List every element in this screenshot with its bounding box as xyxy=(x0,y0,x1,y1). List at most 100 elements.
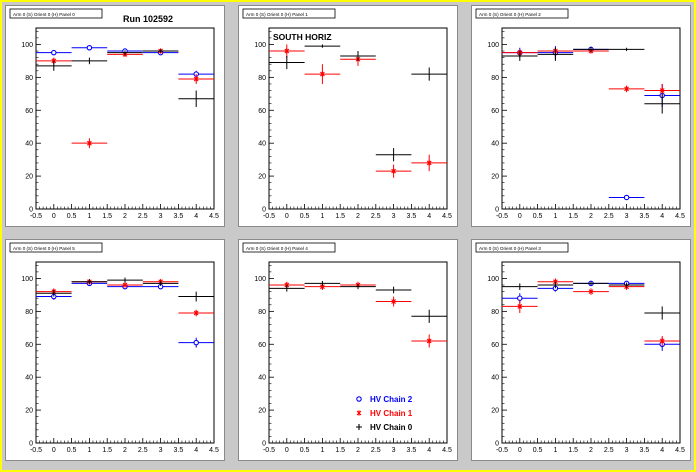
circle-marker xyxy=(623,194,630,201)
x-tick-label: 2 xyxy=(356,213,360,220)
pad-panel-5[interactable]: Arm 0 (S) Orient 0 (H) Panel 5 -0.5 0 0.5 1 1… xyxy=(5,239,225,461)
data-point[interactable] xyxy=(304,44,341,48)
legend-star-marker xyxy=(356,410,362,416)
title-frame xyxy=(475,8,569,19)
data-point[interactable] xyxy=(644,336,680,346)
chart-title: Arm 0 (S) Orient 0 (H) Panel 1 xyxy=(246,12,308,17)
data-point[interactable] xyxy=(537,47,574,61)
pad-panel-3[interactable]: Arm 0 (S) Orient 0 (H) Panel 3 -0.5 0 0.5 1 1… xyxy=(471,239,691,461)
y-tick-label: 80 xyxy=(491,309,499,316)
pad-panel-0[interactable]: Arm 0 (S) Orient 0 (H) Panel 0 -0.5 0 0.5 1 1… xyxy=(5,5,225,227)
star-marker xyxy=(624,86,629,92)
x-tick-label: 1 xyxy=(553,213,557,220)
data-point[interactable] xyxy=(107,282,143,288)
y-tick-label: 60 xyxy=(25,108,33,115)
title-box: Arm 0 (S) Orient 0 (H) Panel 1 xyxy=(242,8,336,19)
x-tick-label: 0.5 xyxy=(300,447,310,454)
data-point[interactable] xyxy=(142,49,179,53)
x-tick-label: 3 xyxy=(392,447,396,454)
x-tick-label: 2 xyxy=(123,447,127,454)
data-point[interactable] xyxy=(644,306,680,320)
data-point[interactable] xyxy=(71,279,108,285)
data-point[interactable] xyxy=(573,288,609,295)
data-point[interactable] xyxy=(107,50,143,56)
pad-panel-2[interactable]: Arm 0 (S) Orient 0 (H) Panel 2 -0.5 0 0.5 1 1… xyxy=(471,5,691,227)
y-tick-label: 60 xyxy=(491,108,499,115)
data-point[interactable] xyxy=(304,280,341,286)
data-point[interactable] xyxy=(71,57,108,65)
y-tick-label: 20 xyxy=(258,174,266,181)
data-point[interactable] xyxy=(269,55,305,70)
y-tick-label: 60 xyxy=(25,342,33,349)
data-point[interactable] xyxy=(608,85,645,93)
data-point[interactable] xyxy=(71,138,108,149)
star-marker xyxy=(193,310,199,316)
chart-svg: Arm 0 (S) Orient 0 (H) Panel 4-0.5 0 0.5 1 1… xyxy=(242,242,452,454)
y-tick-label: 0 xyxy=(262,207,266,214)
data-point[interactable] xyxy=(573,281,609,286)
circle-marker xyxy=(51,49,57,56)
x-tick-label: 4.5 xyxy=(442,447,452,454)
data-point[interactable] xyxy=(107,277,143,283)
x-axis: -0.5 0 0.5 1 1.5 2 2.5 3 3.5 4 4.5 xyxy=(30,438,219,454)
pad-panel-4[interactable]: Arm 0 (S) Orient 0 (H) Panel 4 -0.5 0 0.5 1 1… xyxy=(238,239,458,461)
data-point[interactable] xyxy=(502,283,538,290)
legend-item: HV Chain 1 xyxy=(356,409,413,418)
data-point[interactable] xyxy=(502,299,538,314)
data-point[interactable] xyxy=(502,51,538,61)
data-point[interactable] xyxy=(608,282,645,288)
data-point[interactable] xyxy=(608,194,645,201)
star-marker xyxy=(391,168,396,174)
data-point[interactable] xyxy=(375,164,412,178)
chart-svg: Arm 0 (S) Orient 0 (H) Panel 0-0.5 0 0.5 1 1… xyxy=(9,8,219,220)
x-tick-label: 0 xyxy=(285,447,289,454)
data-point[interactable] xyxy=(375,148,412,162)
data-point[interactable] xyxy=(36,289,72,297)
x-tick-label: 2.5 xyxy=(604,447,614,454)
data-point[interactable] xyxy=(608,47,645,52)
x-tick-label: 4.5 xyxy=(675,447,685,454)
data-point[interactable] xyxy=(36,60,72,71)
data-point[interactable] xyxy=(178,309,214,317)
data-point[interactable] xyxy=(340,284,376,290)
data-point[interactable] xyxy=(537,281,574,289)
y-tick-label: 60 xyxy=(258,342,266,349)
data-point[interactable] xyxy=(269,285,305,292)
y-tick-label: 100 xyxy=(21,42,33,49)
data-point[interactable] xyxy=(178,291,214,302)
data-point[interactable] xyxy=(644,93,680,114)
x-axis: -0.5 0 0.5 1 1.5 2 2.5 3 3.5 4 4.5 xyxy=(496,204,685,220)
data-point[interactable] xyxy=(178,337,214,348)
data-point[interactable] xyxy=(411,334,447,348)
y-tick-label: 20 xyxy=(25,408,33,415)
title-frame xyxy=(242,8,336,19)
pad-panel-1[interactable]: Arm 0 (S) Orient 0 (H) Panel 1 -0.5 0 0.5 1 1… xyxy=(238,5,458,227)
data-point[interactable] xyxy=(269,44,305,58)
data-point[interactable] xyxy=(178,74,214,84)
data-point[interactable] xyxy=(411,154,447,172)
data-point[interactable] xyxy=(411,309,447,323)
data-point[interactable] xyxy=(71,44,108,51)
circle-marker xyxy=(193,339,199,346)
y-tick-label: 80 xyxy=(25,75,33,82)
chart-svg: Arm 0 (S) Orient 0 (H) Panel 1-0.5 0 0.5 1 1… xyxy=(242,8,452,220)
x-tick-label: 2.5 xyxy=(138,447,148,454)
data-point[interactable] xyxy=(340,51,376,61)
chart-title: Arm 0 (S) Orient 0 (H) Panel 4 xyxy=(246,246,308,251)
x-tick-label: 1.5 xyxy=(568,213,578,220)
data-point[interactable] xyxy=(375,296,412,307)
x-tick-label: 0 xyxy=(52,447,56,454)
x-tick-label: -0.5 xyxy=(30,213,42,220)
data-point[interactable] xyxy=(36,49,72,56)
x-tick-label: 3.5 xyxy=(407,447,417,454)
run-label: Run 102592 xyxy=(123,14,173,24)
data-point[interactable] xyxy=(573,46,609,52)
data-point[interactable] xyxy=(411,67,447,81)
data-point[interactable] xyxy=(304,64,341,84)
y-tick-label: 80 xyxy=(491,75,499,82)
data-point[interactable] xyxy=(375,286,412,294)
data-point[interactable] xyxy=(142,280,179,286)
data-point[interactable] xyxy=(178,90,214,107)
x-tick-label: 0.5 xyxy=(67,447,77,454)
star-marker xyxy=(517,303,523,310)
